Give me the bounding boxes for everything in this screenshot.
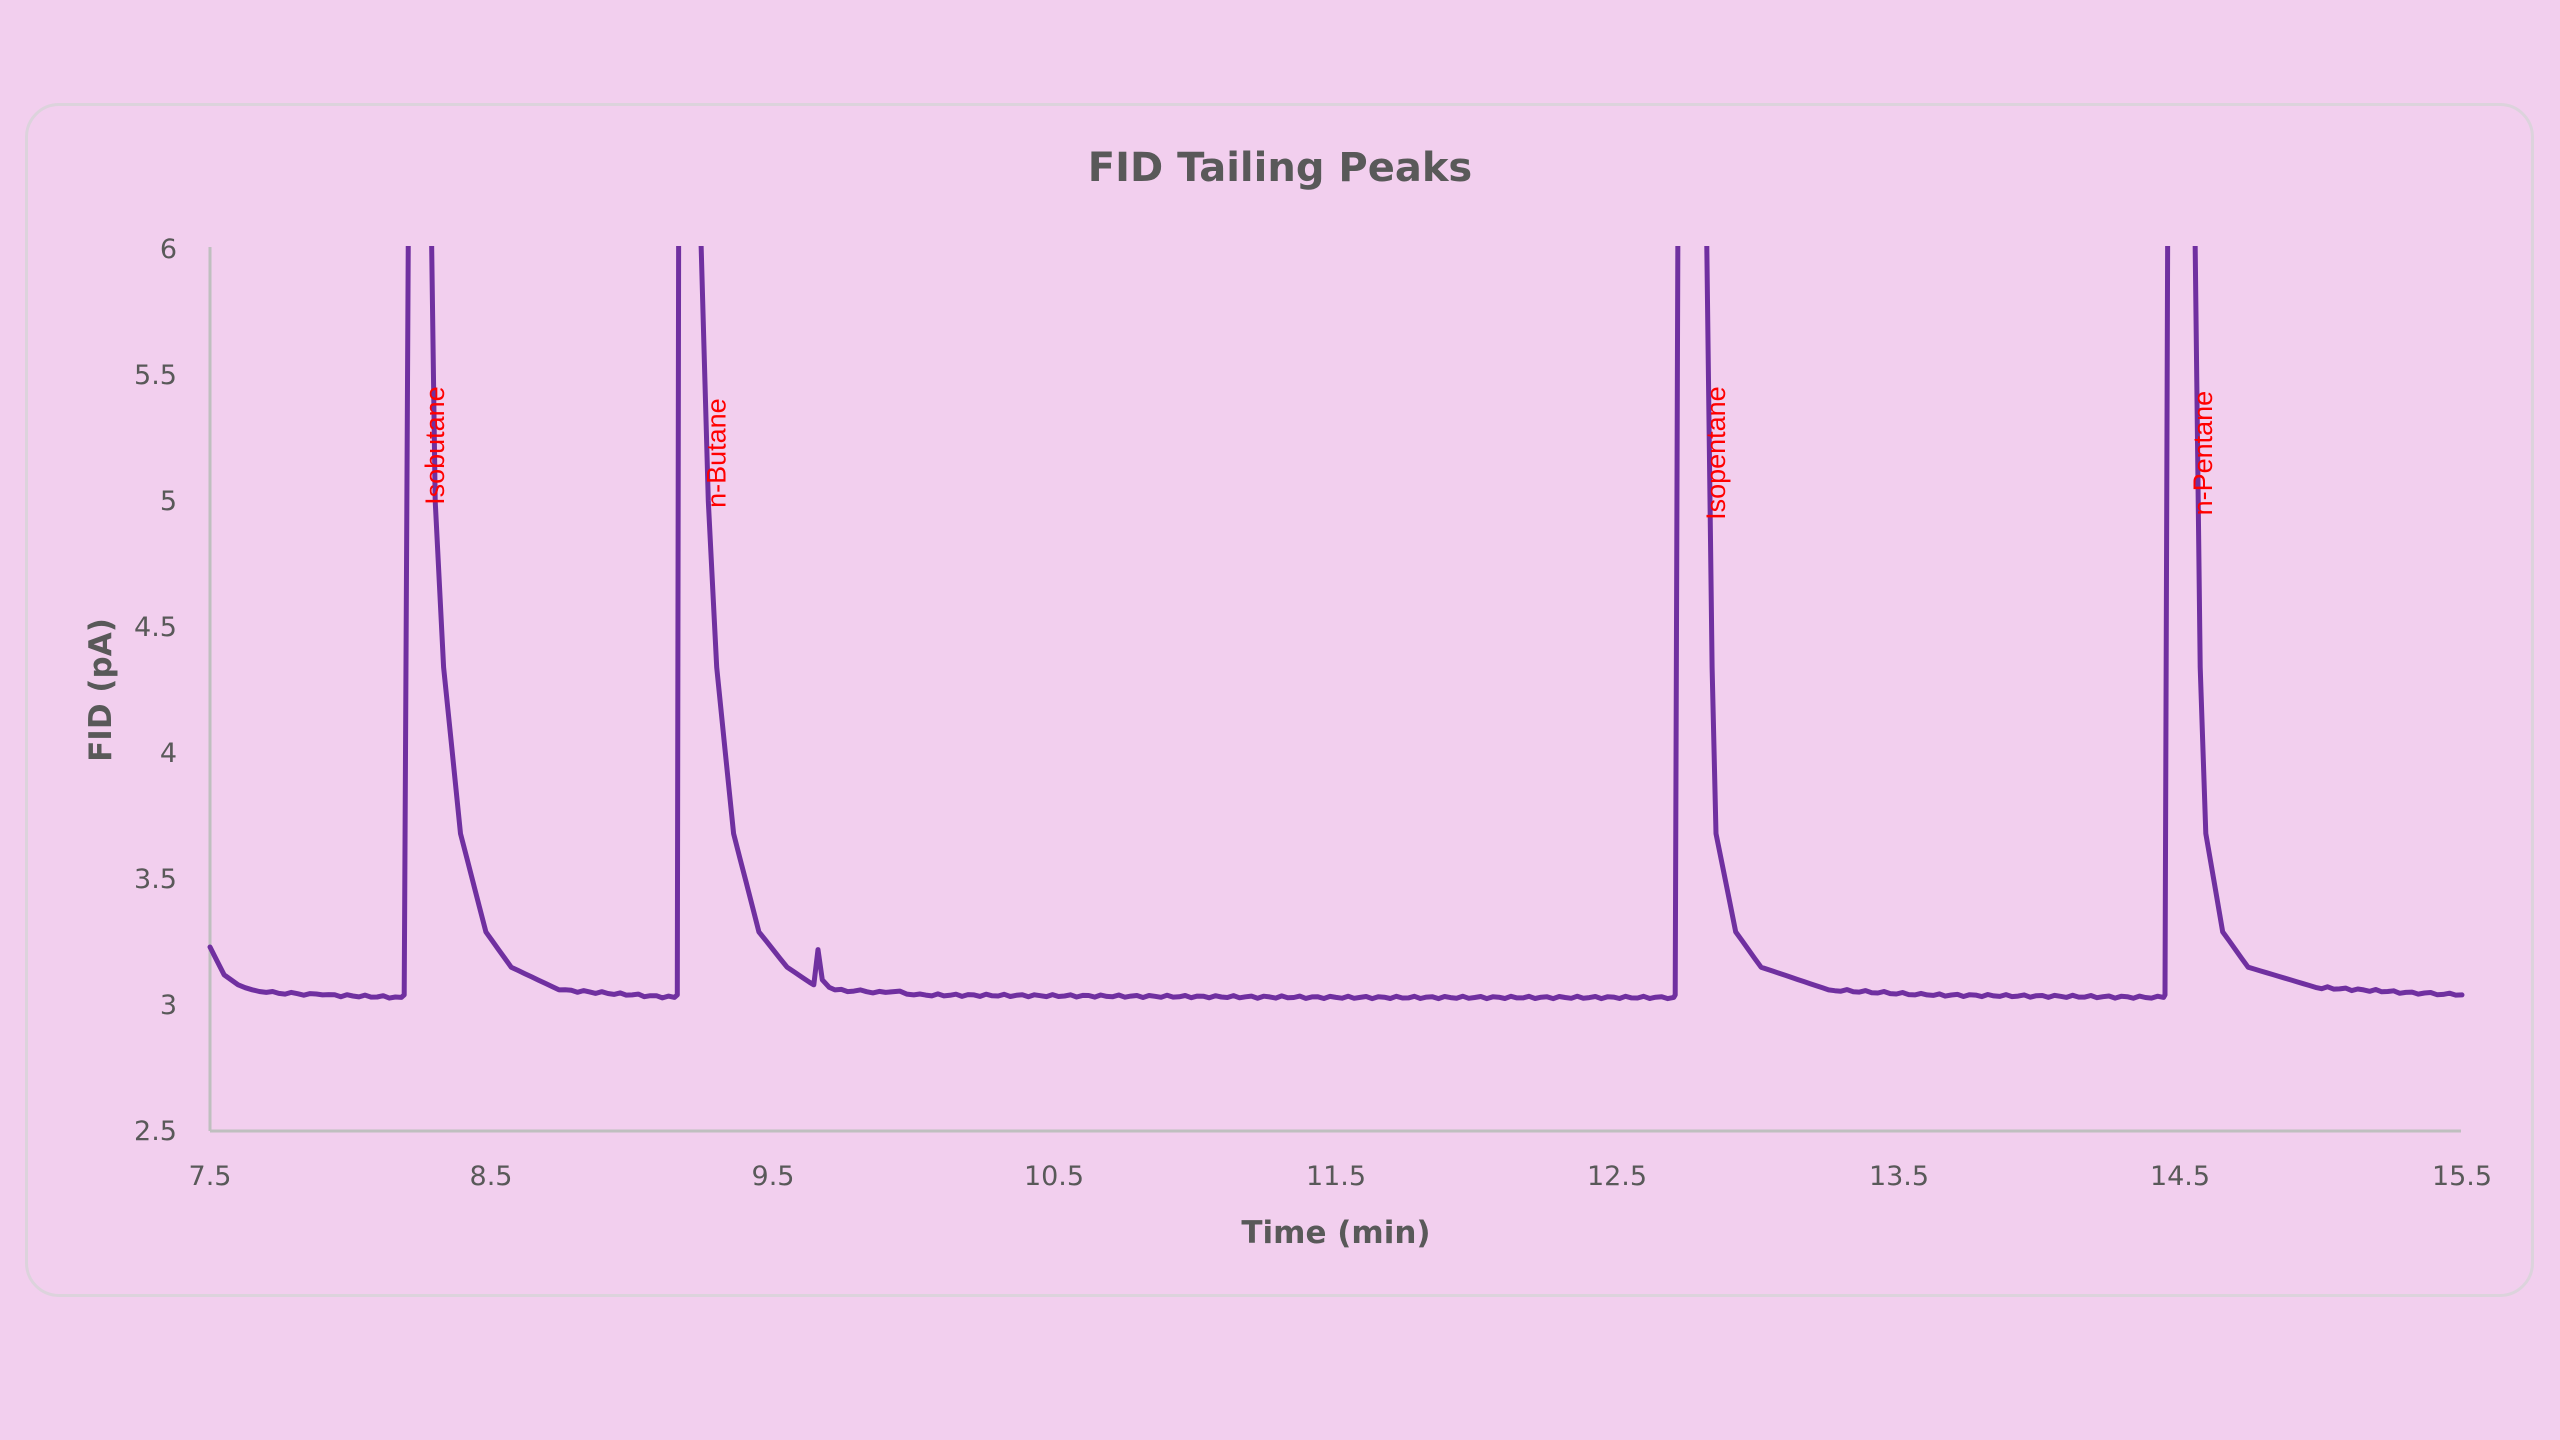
x-tick-label: 13.5 [1869,1161,1929,1192]
x-tick-label: 8.5 [470,1161,513,1192]
y-tick-label: 4 [160,738,177,769]
x-tick-label: 14.5 [2150,1161,2210,1192]
x-tick-label: 15.5 [2432,1161,2492,1192]
x-axis-title: Time (min) [1241,1215,1430,1251]
x-tick-label: 10.5 [1024,1161,1084,1192]
peak-label-isobutane: Isobutane [420,386,450,505]
x-tick-label: 9.5 [752,1161,795,1192]
y-tick-labels: 2.5 3 3.5 4 4.5 5 5.5 6 [134,234,177,1147]
y-tick-label: 2.5 [134,1116,177,1147]
x-tick-labels: 7.5 8.5 9.5 10.5 11.5 12.5 13.5 14.5 15.… [189,1161,2493,1192]
chart-card [25,103,2534,1297]
y-tick-label: 5.5 [134,360,177,391]
y-tick-label: 4.5 [134,612,177,643]
x-tick-label: 12.5 [1587,1161,1647,1192]
x-axis: 7.5 8.5 9.5 10.5 11.5 12.5 13.5 14.5 15.… [189,1129,2493,1251]
peak-label-n-butane: n-Butane [702,398,732,508]
y-tick-label: 6 [160,234,177,265]
fid-signal-line [207,246,2465,1002]
y-axis: 2.5 3 3.5 4 4.5 5 5.5 6 FID (pA) [83,234,212,1147]
chart-title: FID Tailing Peaks [1088,145,1472,191]
peak-label-isopentane: Isopentane [1701,386,1731,520]
x-tick-label: 11.5 [1306,1161,1366,1192]
peak-annotations: Isobutane n-Butane Isopentane n-Pentane [420,386,2218,520]
x-tick-label: 7.5 [189,1161,232,1192]
y-axis-title: FID (pA) [83,618,119,762]
peak-label-n-pentane: n-Pentane [2188,391,2218,516]
y-tick-label: 5 [160,486,177,517]
y-tick-label: 3.5 [134,864,177,895]
y-tick-label: 3 [160,990,177,1021]
plot-area [207,246,2465,1002]
